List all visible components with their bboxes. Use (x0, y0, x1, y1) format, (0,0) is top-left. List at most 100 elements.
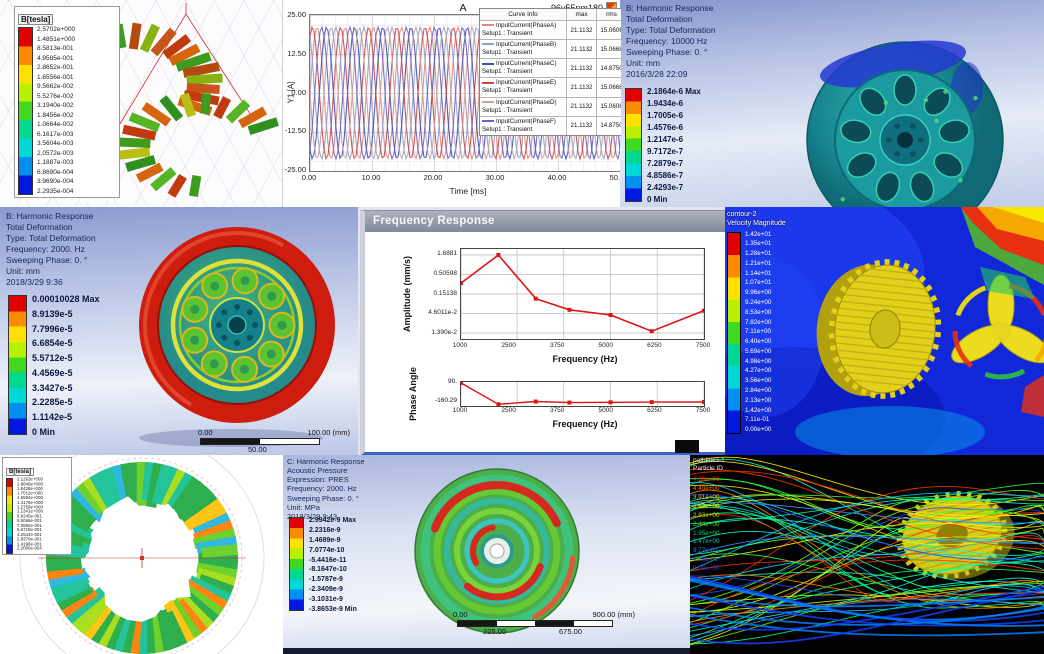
tick-label: 20.00 (423, 173, 443, 182)
result-header-line: Sweeping Phase: 0. ° (6, 255, 88, 266)
curve-info-header: Curve Info max rms (480, 9, 621, 20)
legend-value: 7.0774e-10 (309, 546, 345, 554)
result-header-line: Total Deformation (6, 222, 73, 233)
curve-info-legend: Curve Info max rms InputCurrent(PhaseA) … (479, 8, 621, 136)
pathlines-name: pathlines-1 (693, 457, 725, 464)
legend-value: 3.5604e-003 (37, 140, 74, 147)
curve-color-swatch (482, 119, 494, 122)
result-header-line: Expression: PRES (287, 475, 349, 485)
legend-value: 2.1864e-6 Max (647, 87, 701, 96)
panel-frequency-response-window: Frequency Response Amplitude (mm/s) 1.68… (358, 207, 725, 455)
result-header-line: Frequency: 2000. Hz (287, 484, 357, 494)
curve-rms-value: 14.8750 (596, 116, 621, 135)
curve-max-value: 21.1132 (566, 116, 596, 135)
window-titlebar[interactable]: Frequency Response (365, 211, 725, 232)
result-header-line: B: Harmonic Response (626, 3, 714, 13)
flux-legend-title: B[tesla] (6, 468, 35, 476)
tick-label: 5000 (598, 342, 614, 349)
curve-setup: Setup1 : Transient (482, 125, 533, 133)
legend-value: 0 Min (647, 195, 668, 204)
result-header-line: Unit: MPa (287, 502, 320, 512)
curve-rms-value: 15.0668 (596, 40, 621, 59)
legend-value: 1.4576e-6 (647, 123, 684, 132)
legend-value: 1.7005e-6 (647, 111, 684, 120)
col-rms: rms (596, 9, 621, 20)
result-header-line: Unit: mm (626, 58, 660, 69)
legend-value: 1.35e+01 (745, 240, 772, 248)
acoustic-disk-render (414, 468, 580, 634)
pathlines-legend: pathlines-1 Particle ID 4.88e+00 4.40e+00… (693, 457, 725, 572)
legend-value: -2.3409e-9 (309, 586, 343, 594)
plot-title: A (459, 2, 467, 14)
phase-frequency-axis-label: Frequency (Hz) (552, 419, 618, 429)
legend-value: 9.9240e-001 (16, 514, 42, 519)
pressure-colorbar (289, 517, 304, 611)
tick-label: 0.00 (291, 87, 306, 97)
legend-value: 2.93e+00 (693, 511, 720, 519)
deformation-legend: 2.1864e-6 Max 1.9434e-6 1.7005e-6 1.4576e-6… (625, 88, 701, 204)
legend-value: 1.28e+01 (745, 250, 772, 258)
ruler-q3: 675.00 (559, 627, 582, 636)
curve-info-row: InputCurrent(PhaseD) Setup1 : Transient … (480, 96, 621, 116)
tick-label: 1000 (452, 342, 468, 349)
legend-value: 0 Min (32, 426, 56, 437)
legend-value: 4.4569e-5 (32, 367, 73, 378)
legend-value: 2.2316e-9 (309, 526, 341, 534)
tick-label: 50.00 (609, 173, 621, 182)
panel-rotor-flux-density: B[tesla] 2.1263e+000 1.9846e+000 1.8428e+0… (0, 455, 283, 654)
flux-colorbar (6, 478, 13, 554)
panel-harmonic-2000hz: B: Harmonic Response Total Deformation Typ… (0, 207, 358, 455)
legend-value: 5.69e+00 (745, 347, 772, 355)
tick-label: 3750 (549, 407, 565, 414)
cfd-contour-render (725, 207, 1044, 455)
current-waveforms (310, 25, 620, 161)
legend-value: 7.11e+00 (745, 328, 771, 336)
legend-value: 1.8428e+000 (16, 486, 43, 492)
flux-legend-values: 2.5702e+000 1.4851e+000 8.5813e-001 4.9585e… (37, 26, 75, 195)
ruler-bar (200, 438, 320, 445)
panel-harmonic-10000hz: B: Harmonic Response Total Deformation Typ… (620, 0, 1044, 207)
legend-value: 3.9690e-004 (37, 178, 74, 185)
legend-value: 3.3427e-5 (32, 382, 73, 393)
legend-value: 0.00e+00 (745, 426, 772, 434)
legend-value: 2.2000e-004 (16, 546, 42, 552)
legend-value: 6.1617e-003 (37, 130, 74, 138)
curve-rms-value: 15.0606 (596, 97, 621, 116)
legend-value: 1.1887e-003 (37, 159, 74, 166)
tick-label: -12.50 (284, 126, 306, 136)
legend-value: 1.14e+01 (745, 269, 772, 277)
design-badge-label: 96v55nm180 (551, 3, 603, 13)
curve-rms-value: 14.8750 (596, 59, 621, 78)
tick-label: 0.00 (301, 173, 317, 182)
panel-transient-currents: A 96v55nm180 Y1 [A] 25.0012.500.00-12.50… (282, 0, 621, 207)
legend-value: 6.8690e-004 (37, 168, 74, 176)
curve-setup: Setup1 : Transient (482, 68, 533, 76)
curve-color-swatch (482, 24, 494, 27)
tick-label: 1.6881 (437, 250, 457, 257)
ruler-bar (457, 620, 613, 627)
y-tick-labels: 25.00 12.50 0.00 -12.50 -25.00 (283, 10, 306, 174)
legend-value: 9.5662e-002 (37, 83, 74, 90)
legend-value: 1.0664e-002 (37, 121, 74, 128)
legend-value: 1.8456e-002 (37, 111, 74, 119)
legend-value: 2.1263e+000 (16, 477, 43, 483)
tick-label: 6250 (647, 407, 662, 414)
legend-value: 2.8370e-001 (16, 537, 42, 542)
legend-value: 1.2147e-6 (647, 135, 684, 144)
phase-axis-label: Phase Angle (408, 367, 418, 421)
tick-label: -25.00 (284, 165, 306, 174)
legend-value: 7.2879e-7 (647, 159, 684, 168)
ruler-mid: 50.00 (248, 445, 267, 454)
result-header-line: Sweeping Phase: 0. ° (287, 493, 359, 503)
panel-acoustic-pressure: C: Harmonic Response Acoustic Pressure Exp… (283, 455, 690, 654)
curve-name: InputCurrent(PhaseE) (496, 79, 557, 87)
ruler-max: 900.00 (mm) (592, 610, 635, 619)
col-max: max (566, 9, 596, 20)
legend-value: 4.9585e-001 (37, 54, 74, 62)
flux-legend: B[tesla] 2.1263e+000 1.9846e+000 1.8428e+0… (2, 457, 72, 555)
result-header-line: Acoustic Pressure (287, 466, 348, 476)
curve-rms-value: 15.0668 (596, 78, 621, 97)
legend-value: 4.8586e-7 (647, 171, 684, 180)
curve-max-value: 21.1132 (566, 97, 596, 116)
